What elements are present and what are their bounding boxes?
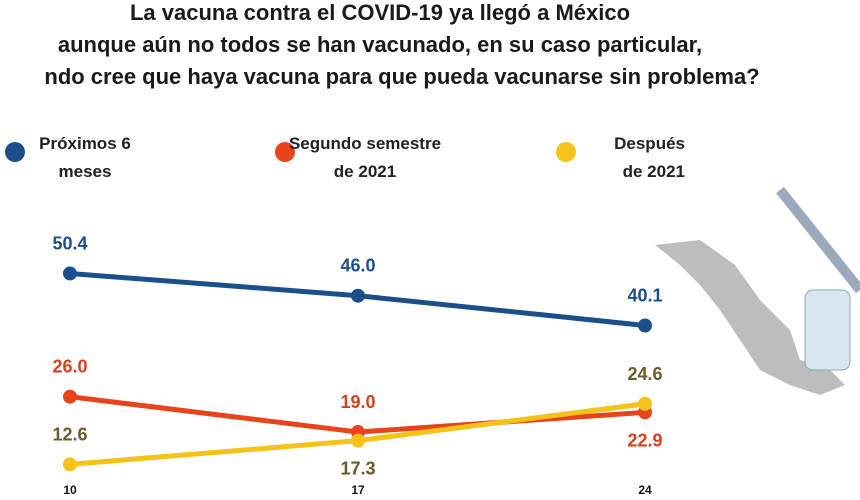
- vial-illustration: [804, 289, 851, 371]
- legend-label: Próximos 6 meses: [39, 134, 131, 181]
- point: [63, 389, 77, 404]
- data-label: 50.4: [52, 233, 87, 253]
- data-label: 46.0: [340, 256, 375, 276]
- title-line: La vacuna contra el COVID-19 ya llegó a …: [130, 0, 630, 25]
- data-label: 17.3: [340, 459, 375, 479]
- point: [63, 457, 77, 472]
- point: [638, 396, 652, 411]
- point: [351, 288, 365, 303]
- legend-label: Después de 2021: [614, 134, 685, 181]
- data-label: 12.6: [52, 424, 87, 444]
- data-label: 26.0: [52, 357, 87, 377]
- data-label: 19.0: [340, 392, 375, 412]
- legend-swatch: [556, 142, 576, 162]
- point: [638, 318, 652, 333]
- data-label: 24.6: [627, 364, 662, 384]
- data-label: 22.9: [627, 430, 662, 450]
- map-illustration: [655, 240, 845, 395]
- legend-label: Segundo semestre de 2021: [288, 134, 442, 181]
- x-tick-label: 10: [63, 483, 77, 497]
- title-line: aunque aún no todos se han vacunado, en …: [58, 32, 702, 57]
- point: [63, 266, 77, 281]
- legend-swatch: [275, 142, 295, 162]
- syringe-illustration: [776, 186, 860, 294]
- legend-swatch: [5, 142, 25, 162]
- point: [351, 433, 365, 448]
- x-tick-label: 17: [351, 483, 365, 497]
- x-tick-label: 24: [638, 483, 652, 497]
- data-label: 40.1: [627, 285, 662, 305]
- title-line: ndo cree que haya vacuna para que pueda …: [44, 64, 759, 89]
